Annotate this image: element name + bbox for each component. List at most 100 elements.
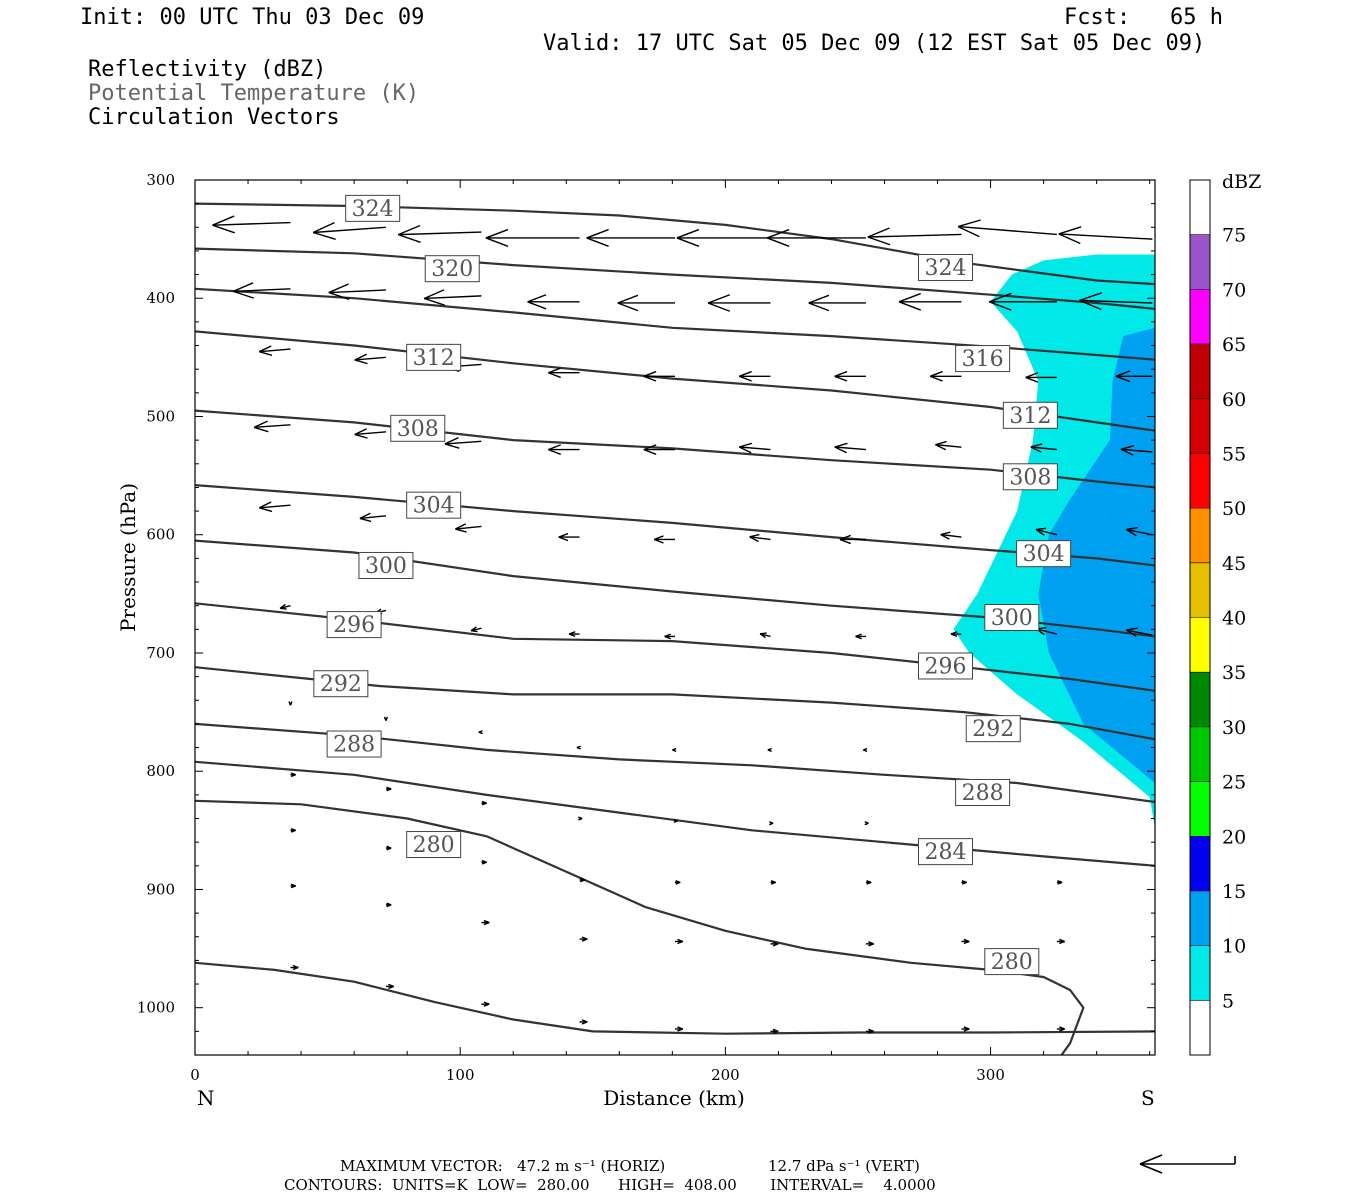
circulation-vector <box>867 227 962 246</box>
colorbar-segment <box>1190 1000 1210 1055</box>
theta-contour-line <box>195 287 1155 361</box>
circulation-vector <box>865 1028 874 1035</box>
theta-contour-line <box>195 202 1155 286</box>
colorbar-segment <box>1190 234 1210 290</box>
circulation-vector <box>929 370 962 382</box>
circulation-vector <box>290 827 296 833</box>
circulation-vector <box>617 294 675 312</box>
max-vector-label: MAXIMUM VECTOR: <box>340 1157 503 1175</box>
theta-contour-line <box>195 484 1155 567</box>
contour-label: 292 <box>313 670 369 698</box>
theta-contour-line <box>195 330 1155 432</box>
south-label: S <box>1141 1086 1155 1110</box>
circulation-vector <box>770 879 776 885</box>
circulation-vector <box>385 983 394 990</box>
circulation-vector <box>548 367 580 379</box>
svg-text:288: 288 <box>333 733 375 758</box>
colorbar-label: 55 <box>1222 443 1246 465</box>
circulation-vector <box>1079 292 1153 311</box>
contour-label: 324 <box>917 254 973 281</box>
circulation-vector <box>738 442 771 454</box>
circulation-vector <box>359 512 387 523</box>
colorbar-label: 40 <box>1222 608 1246 630</box>
colorbar-label: 70 <box>1222 279 1246 301</box>
theta-contour-line <box>195 961 1155 1035</box>
circulation-vector <box>481 919 490 926</box>
circulation-vector <box>383 716 389 721</box>
circulation-vector <box>676 228 771 247</box>
max-vector-horiz: 47.2 m s⁻¹ (HORIZ) <box>517 1157 666 1175</box>
contour-label: 308 <box>1002 463 1058 491</box>
colorbar-label: 20 <box>1222 826 1246 848</box>
circulation-vector <box>855 633 866 640</box>
circulation-vector <box>232 282 291 299</box>
x-tick-label: 0 <box>190 1066 200 1084</box>
circulation-vector <box>527 294 580 310</box>
colorbar-label: 35 <box>1222 662 1246 684</box>
circulation-vector <box>579 936 588 942</box>
circulation-vector <box>766 228 866 247</box>
circulation-vector <box>253 420 291 433</box>
circulation-vector <box>839 534 866 545</box>
theta-contour-line <box>195 666 1155 741</box>
circulation-vector <box>672 747 677 753</box>
svg-text:308: 308 <box>397 417 439 442</box>
circulation-vector <box>1056 938 1065 945</box>
circulation-vector <box>961 938 970 945</box>
circulation-vector <box>1125 627 1153 637</box>
contour-label: 312 <box>1002 401 1058 429</box>
circulation-vector <box>354 428 386 439</box>
contour-label: 288 <box>326 730 382 758</box>
y-tick-label: 700 <box>146 644 175 662</box>
contour-label: 320 <box>424 255 480 283</box>
colorbar-segment <box>1190 562 1210 618</box>
contour-label: 296 <box>326 611 382 639</box>
colorbar-label: 25 <box>1222 772 1246 794</box>
circulation-vector <box>579 877 585 883</box>
svg-text:308: 308 <box>1009 465 1051 490</box>
contour-label: 324 <box>345 194 401 222</box>
circulation-vector <box>385 786 392 792</box>
svg-text:292: 292 <box>320 672 362 697</box>
contour-label: 312 <box>406 343 462 371</box>
colorbar-segment <box>1190 945 1210 1001</box>
circulation-vector <box>770 941 779 947</box>
circulation-vector <box>1056 1026 1065 1032</box>
reflectivity-region <box>1038 327 1155 783</box>
svg-text:284: 284 <box>924 840 966 865</box>
x-tick-label: 300 <box>976 1066 1005 1084</box>
circulation-vector <box>312 221 386 240</box>
circulation-vector <box>865 941 874 947</box>
circulation-vector <box>935 440 962 451</box>
field-circulation-vectors: Circulation Vectors <box>88 105 340 130</box>
circulation-vector <box>568 631 580 638</box>
circulation-vector <box>865 879 872 885</box>
contour-info: CONTOURS: UNITS=K LOW= 280.00 HIGH= 408.… <box>284 1176 936 1194</box>
circulation-vector <box>769 821 774 826</box>
circulation-vector <box>548 444 580 455</box>
forecast-hour: Fcst: 65 h <box>1064 5 1223 30</box>
circulation-vector <box>1120 445 1153 456</box>
svg-text:312: 312 <box>1009 404 1051 429</box>
contour-label: 308 <box>390 414 446 442</box>
svg-text:296: 296 <box>333 613 375 638</box>
circulation-vector <box>1056 879 1063 885</box>
y-tick-label: 900 <box>146 880 175 898</box>
y-tick-label: 800 <box>146 762 175 780</box>
colorbar-segment <box>1190 289 1210 345</box>
colorbar-segment <box>1190 672 1210 727</box>
circulation-vector <box>834 370 866 382</box>
x-tick-label: 200 <box>711 1066 740 1084</box>
colorbar-label: 75 <box>1222 225 1246 247</box>
contour-label: 284 <box>917 838 973 866</box>
circulation-vector <box>397 224 482 243</box>
colorbar-label: 65 <box>1222 334 1246 356</box>
circulation-vector <box>354 353 386 365</box>
circulation-vector <box>290 772 296 778</box>
circulation-vector <box>576 745 581 750</box>
circulation-vector <box>770 1028 779 1035</box>
circulation-vector <box>288 701 293 706</box>
y-tick-label: 600 <box>146 526 175 544</box>
circulation-vector <box>455 523 482 533</box>
circulation-vector <box>470 626 482 633</box>
